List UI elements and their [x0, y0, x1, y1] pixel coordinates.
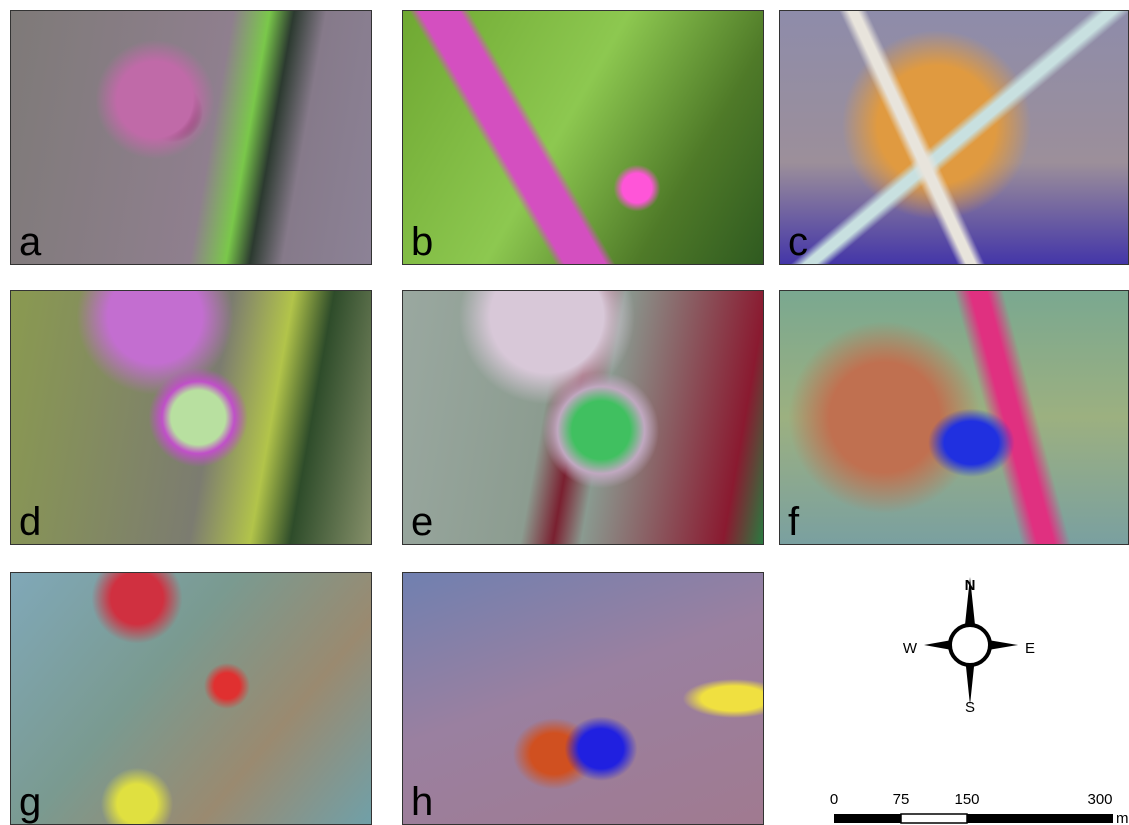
- panel-label: a: [19, 220, 41, 264]
- scale-label: 150: [954, 791, 979, 808]
- panel-label: b: [411, 220, 433, 264]
- scale-label: 75: [893, 791, 910, 808]
- image-panel: a: [10, 10, 372, 265]
- scale-bar: 0 75 150 300 m: [830, 791, 1129, 825]
- image-panel: e: [402, 290, 764, 545]
- compass: N S W E: [903, 577, 1035, 716]
- map-furniture: N S W E 0 75 150 300 m: [779, 572, 1129, 825]
- compass-w: W: [903, 640, 918, 657]
- compass-s: S: [965, 699, 975, 716]
- image-panel: g: [10, 572, 372, 825]
- compass-e: E: [1025, 640, 1035, 657]
- scale-unit: m: [1116, 810, 1129, 825]
- image-panel: c: [779, 10, 1129, 265]
- image-panel: b: [402, 10, 764, 265]
- image-panel: f: [779, 290, 1129, 545]
- panel-label: d: [19, 500, 41, 544]
- panel-label: c: [788, 220, 808, 264]
- panel-label: g: [19, 780, 41, 824]
- compass-n: N: [965, 577, 976, 594]
- image-panel: h: [402, 572, 764, 825]
- scale-label: 0: [830, 791, 838, 808]
- image-panel: d: [10, 290, 372, 545]
- panel-label: h: [411, 780, 433, 824]
- figure: {"panels": [{"label": "a"}, {"label": "b…: [0, 0, 1129, 825]
- panel-label: f: [788, 500, 799, 544]
- panel-label: e: [411, 500, 433, 544]
- scale-label: 300: [1087, 791, 1112, 808]
